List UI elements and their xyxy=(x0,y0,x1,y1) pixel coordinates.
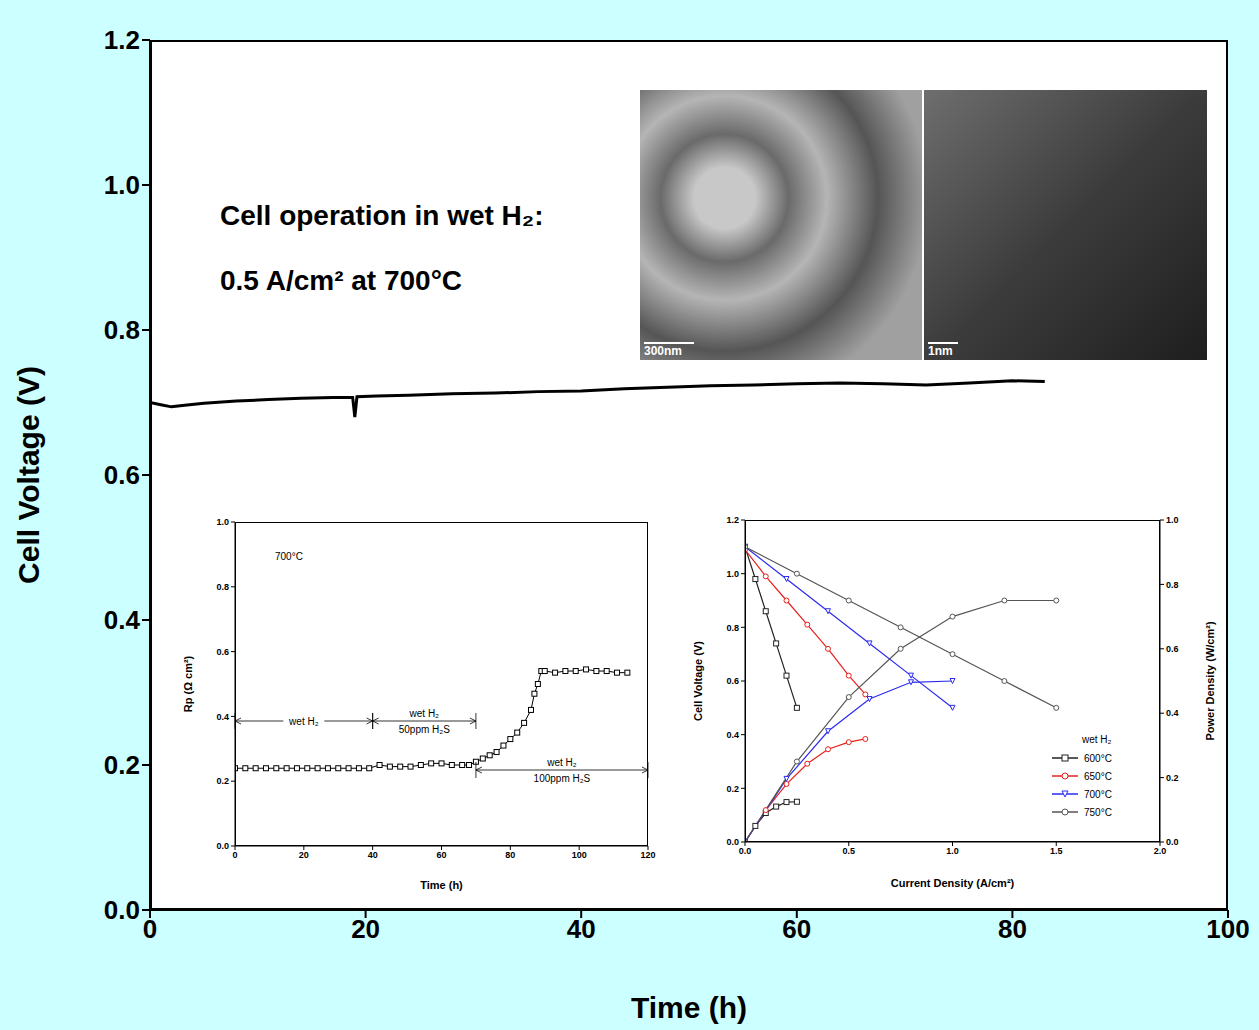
svg-text:1.2: 1.2 xyxy=(726,515,739,525)
svg-text:0.6: 0.6 xyxy=(726,676,739,686)
svg-text:Time (h): Time (h) xyxy=(631,991,747,1024)
html-text:wet H₂: wet H₂ xyxy=(1082,734,1112,745)
svg-text:0.8: 0.8 xyxy=(726,623,739,633)
svg-text:1.0: 1.0 xyxy=(946,846,959,856)
svg-text:700°C: 700°C xyxy=(275,551,303,562)
svg-text:1.0: 1.0 xyxy=(726,569,739,579)
svg-text:2.0: 2.0 xyxy=(1154,846,1167,856)
svg-text:0: 0 xyxy=(143,914,157,944)
svg-text:60: 60 xyxy=(436,850,446,860)
svg-text:wet H₂: wet H₂ xyxy=(288,716,319,727)
html-text:750°C: 750°C xyxy=(1084,806,1112,818)
svg-text:0.4: 0.4 xyxy=(726,730,739,740)
svg-text:0.8: 0.8 xyxy=(1166,580,1179,590)
svg-text:0.6: 0.6 xyxy=(104,460,140,490)
svg-text:100ppm H₂S: 100ppm H₂S xyxy=(534,773,591,784)
svg-text:wet H₂: wet H₂ xyxy=(546,757,577,768)
svg-text:1.0: 1.0 xyxy=(216,517,229,527)
svg-text:1.2: 1.2 xyxy=(104,25,140,55)
svg-text:0.2: 0.2 xyxy=(1166,773,1179,783)
html-text:300nm: 300nm xyxy=(644,344,682,358)
svg-text:20: 20 xyxy=(299,850,309,860)
svg-text:0.0: 0.0 xyxy=(739,846,752,856)
html-text:600°C: 600°C xyxy=(1084,752,1112,764)
svg-text:Cell Voltage (V): Cell Voltage (V) xyxy=(12,366,45,584)
svg-text:Current Density (A/cm²): Current Density (A/cm²) xyxy=(891,877,1015,889)
svg-text:0.0: 0.0 xyxy=(216,841,229,851)
svg-text:1.0: 1.0 xyxy=(104,170,140,200)
svg-text:0.6: 0.6 xyxy=(216,647,229,657)
svg-text:120: 120 xyxy=(640,850,655,860)
svg-text:0.4: 0.4 xyxy=(216,712,229,722)
svg-text:50ppm H₂S: 50ppm H₂S xyxy=(399,724,450,735)
svg-text:0.4: 0.4 xyxy=(1166,708,1179,718)
svg-text:0.8: 0.8 xyxy=(216,582,229,592)
svg-text:0: 0 xyxy=(232,850,237,860)
html-text:Cell operation in wet H₂:: Cell operation in wet H₂: xyxy=(220,200,544,231)
svg-text:0.5: 0.5 xyxy=(842,846,855,856)
svg-text:40: 40 xyxy=(567,914,596,944)
html-text:0.5 A/cm² at 700°C: 0.5 A/cm² at 700°C xyxy=(220,265,462,296)
svg-text:60: 60 xyxy=(782,914,811,944)
svg-text:1.5: 1.5 xyxy=(1050,846,1063,856)
svg-text:100: 100 xyxy=(1206,914,1249,944)
html-text:650°C: 650°C xyxy=(1084,770,1112,782)
svg-text:0.0: 0.0 xyxy=(104,895,140,925)
svg-text:0.2: 0.2 xyxy=(216,776,229,786)
svg-text:40: 40 xyxy=(368,850,378,860)
svg-text:Cell Voltage (V): Cell Voltage (V) xyxy=(692,641,704,721)
svg-text:0.0: 0.0 xyxy=(726,837,739,847)
svg-text:Time (h): Time (h) xyxy=(420,879,463,891)
svg-text:0.2: 0.2 xyxy=(726,784,739,794)
svg-text:0.4: 0.4 xyxy=(104,605,141,635)
svg-text:80: 80 xyxy=(998,914,1027,944)
svg-text:0.6: 0.6 xyxy=(1166,644,1179,654)
html-text:1nm: 1nm xyxy=(928,344,953,358)
svg-text:Rp (Ω cm²): Rp (Ω cm²) xyxy=(182,655,194,712)
svg-text:0.2: 0.2 xyxy=(104,750,140,780)
svg-text:0.8: 0.8 xyxy=(104,315,140,345)
svg-text:0.0: 0.0 xyxy=(1166,837,1179,847)
svg-text:100: 100 xyxy=(572,850,587,860)
svg-text:1.0: 1.0 xyxy=(1166,515,1179,525)
svg-text:20: 20 xyxy=(351,914,380,944)
svg-text:80: 80 xyxy=(505,850,515,860)
svg-text:Power Density (W/cm²): Power Density (W/cm²) xyxy=(1204,621,1216,741)
html-text:700°C: 700°C xyxy=(1084,788,1112,800)
svg-text:wet H₂: wet H₂ xyxy=(409,708,440,719)
